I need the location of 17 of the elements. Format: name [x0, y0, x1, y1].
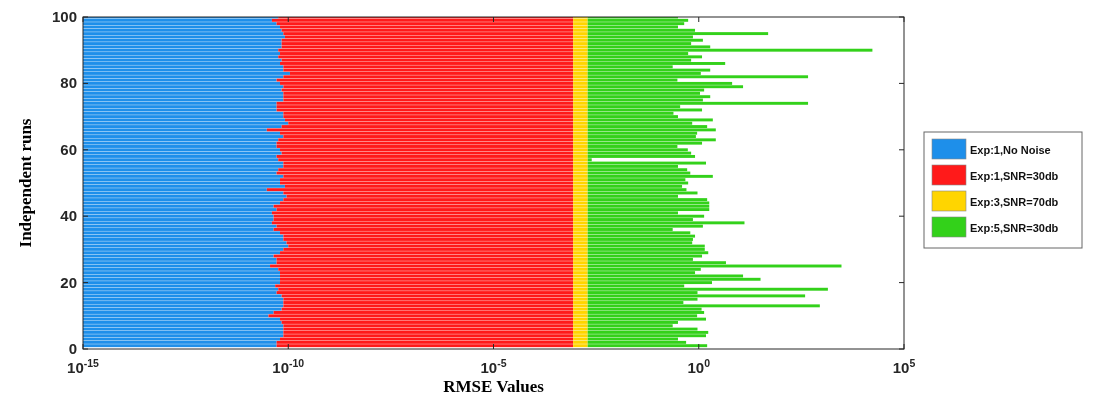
legend-label: Exp:1,No Noise [970, 144, 1051, 156]
legend-label: Exp:1,SNR=30db [970, 170, 1059, 182]
x-axis-title: RMSE Values [443, 377, 545, 396]
y-tick-label: 0 [68, 340, 77, 357]
y-tick-label: 60 [60, 140, 77, 158]
x-tick-label: 10$^{-5}$ [480, 357, 507, 376]
x-tick-label: 10$^{-15}$ [67, 357, 100, 376]
y-tick-label: 100 [51, 8, 77, 25]
y-tick-label: 80 [60, 74, 77, 92]
legend-label: Exp:3,SNR=70db [970, 196, 1059, 208]
x-tick-label: 10$^{-10}$ [272, 357, 305, 376]
y-tick-label: 40 [60, 207, 77, 225]
x-tick-label: 10$^{0}$ [687, 357, 711, 376]
y-tick-label: 20 [60, 273, 77, 291]
x-tick-label: 10$^{5}$ [892, 357, 916, 376]
legend-label: Exp:5,SNR=30db [970, 222, 1059, 234]
y-axis-title: Independent runs [16, 118, 35, 248]
